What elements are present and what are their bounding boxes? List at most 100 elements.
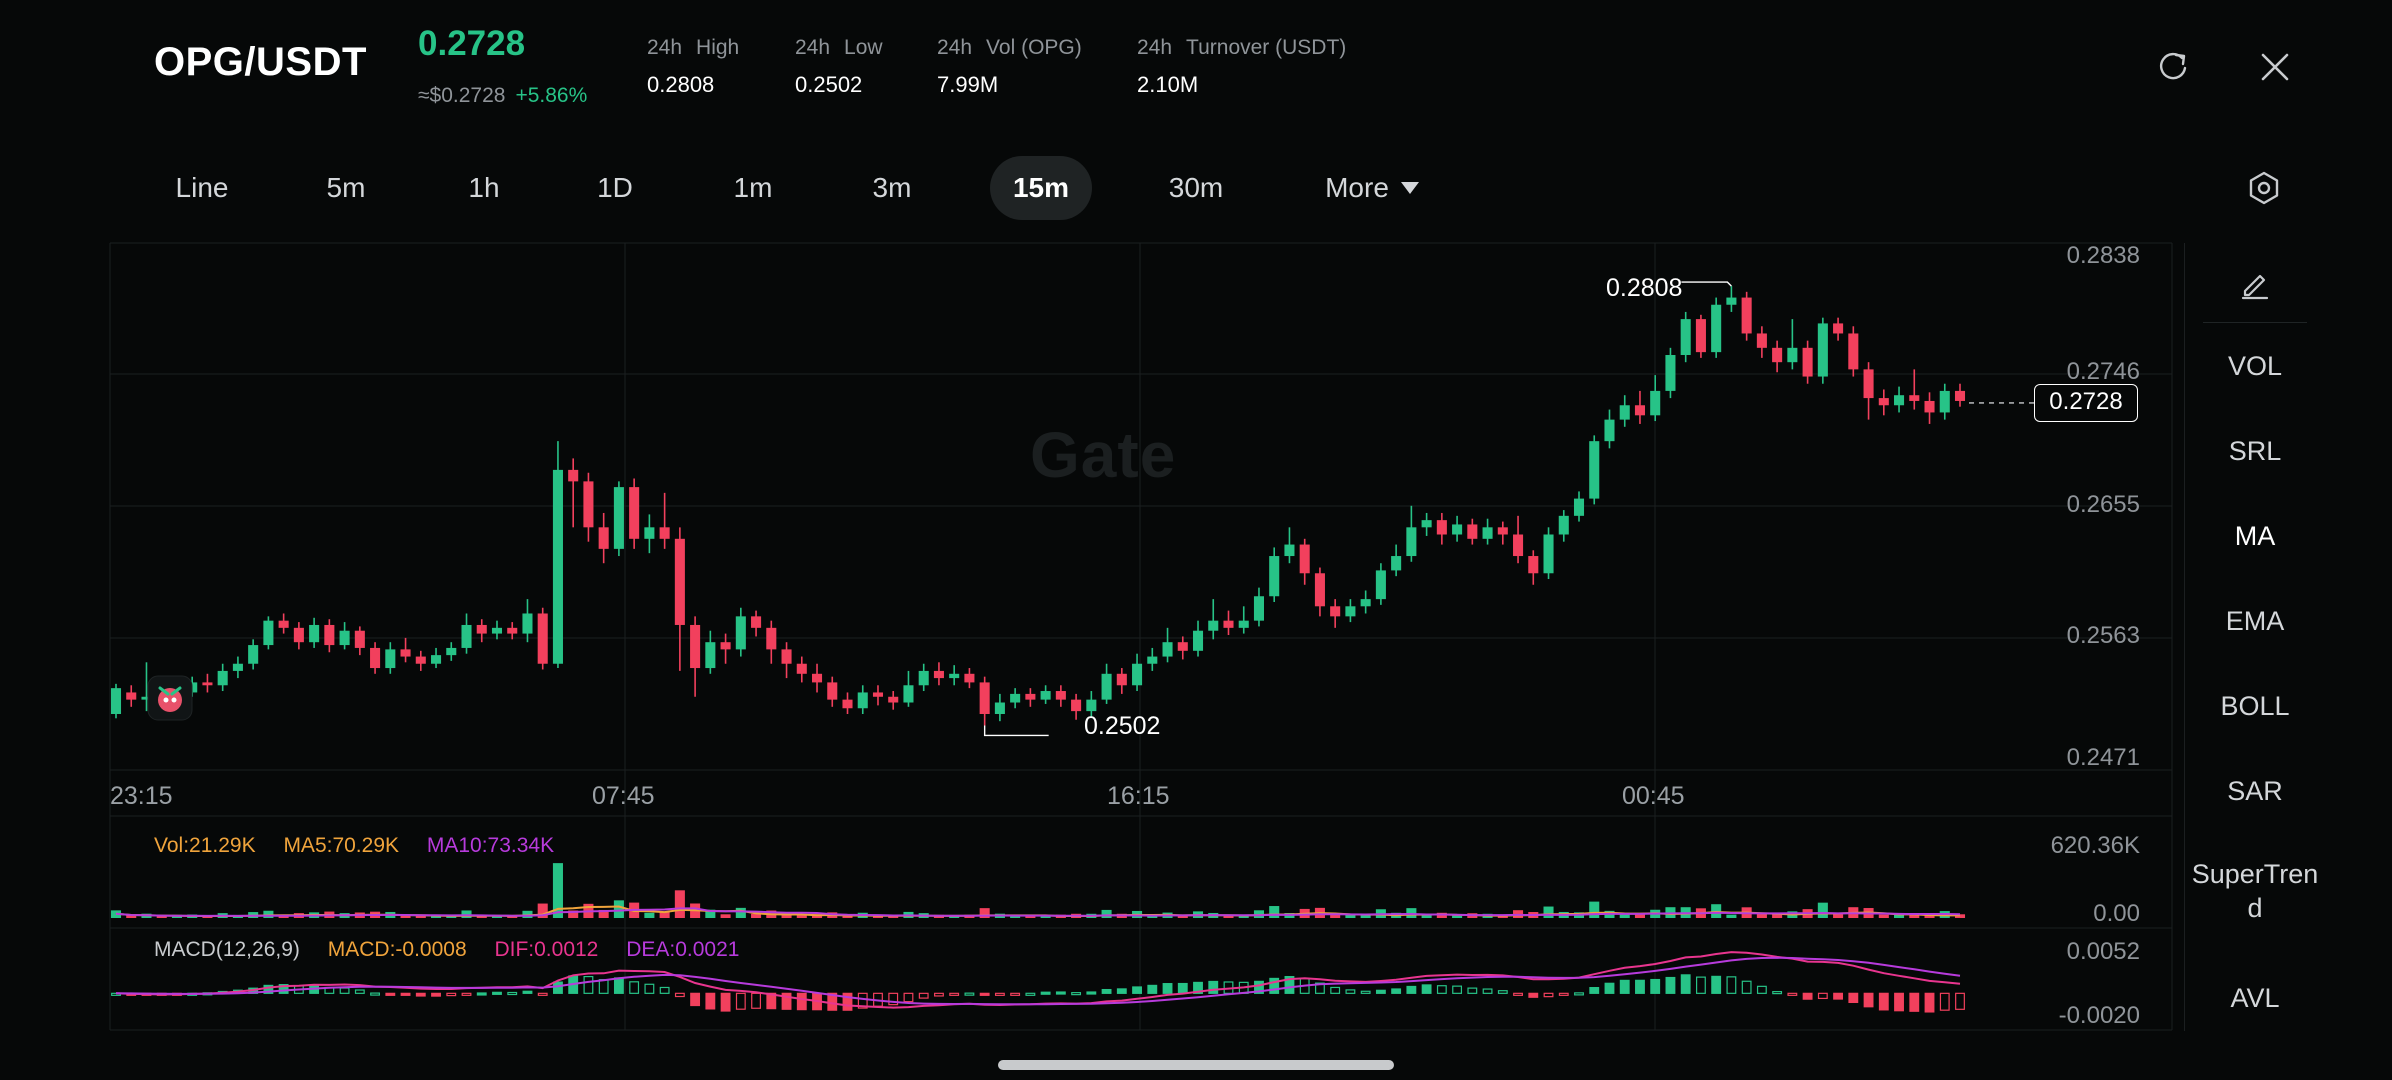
macd-bar <box>1345 989 1356 994</box>
tab-5m[interactable]: 5m <box>326 172 366 203</box>
indicator-srl[interactable]: SRL <box>2228 436 2282 466</box>
indicator-ema[interactable]: EMA <box>2225 606 2285 636</box>
tab-1m[interactable]: 1m <box>733 172 773 203</box>
candle-body <box>1314 573 1325 607</box>
volume-bar <box>1543 906 1554 918</box>
candle-body <box>370 647 381 669</box>
macd-dif: DIF:0.0012 <box>494 938 599 961</box>
pencil-icon[interactable] <box>2237 265 2273 301</box>
macd-bar <box>613 977 624 994</box>
candle-body <box>1147 656 1158 664</box>
settings-icon[interactable] <box>2244 168 2284 208</box>
volume-bar <box>1330 913 1341 918</box>
volume-bar <box>674 890 685 918</box>
candle-body <box>522 613 533 634</box>
volume-bar <box>979 908 990 918</box>
macd-bar <box>1619 979 1630 994</box>
candle-body <box>1116 673 1127 686</box>
candle-body <box>1604 419 1615 442</box>
candle-body <box>1497 527 1508 535</box>
candle-body <box>1284 544 1295 557</box>
indicator-sar[interactable]: SAR <box>2227 776 2283 806</box>
refresh-icon[interactable] <box>2154 48 2192 86</box>
macd-dea-line <box>115 956 1961 1006</box>
volume-bar <box>1772 912 1783 918</box>
candle-body <box>872 692 884 697</box>
vol-ma10-line <box>115 907 1961 917</box>
candle-body <box>1573 498 1585 516</box>
macd-legend: MACD(12,26,9) MACD:-0.0008 DIF:0.0012 DE… <box>154 938 739 962</box>
volume-bar <box>1223 914 1234 918</box>
last-price: 0.2728 <box>418 24 526 63</box>
macd-bar <box>522 990 533 994</box>
macd-bar <box>431 992 441 997</box>
indicator-ma[interactable]: MA <box>2234 521 2276 551</box>
close-icon[interactable] <box>2256 48 2294 86</box>
candle-body <box>1452 524 1463 535</box>
volume-bar <box>126 914 137 918</box>
candle-body <box>1909 395 1920 401</box>
candle-body <box>1223 620 1234 628</box>
stat-24h-vol: 24h Vol (OPG) 7.99M <box>937 36 1082 98</box>
volume-bar <box>1894 914 1905 918</box>
candle-body <box>659 527 670 539</box>
macd-bar <box>278 984 289 994</box>
tab-line[interactable]: Line <box>175 172 229 203</box>
stat-label-a: 24h <box>1137 36 1173 59</box>
mascot-icon[interactable] <box>146 674 194 722</box>
macd-bar <box>690 992 701 1007</box>
candle-body <box>1055 691 1066 700</box>
macd-bar <box>1116 988 1127 994</box>
tab-more[interactable]: More <box>1310 156 1434 220</box>
macd-bar <box>1741 980 1752 994</box>
macd-bar <box>994 992 1005 996</box>
high-label: 0.2808 <box>1606 274 1683 302</box>
candle-body <box>690 624 701 669</box>
macd-bar <box>842 992 853 1011</box>
home-indicator[interactable] <box>998 1060 1394 1070</box>
candle-body <box>766 627 777 650</box>
candle-body <box>781 649 792 664</box>
indicator-vol[interactable]: VOL <box>2227 351 2283 381</box>
tab-1h[interactable]: 1h <box>468 172 500 203</box>
candle-body <box>598 527 609 549</box>
candle-body <box>1299 544 1310 574</box>
macd-bar <box>354 989 365 994</box>
candle-body <box>1132 663 1143 686</box>
macd-axis-bottom: -0.0020 <box>2058 1002 2140 1029</box>
time-tick: 00:45 <box>1622 782 1685 810</box>
caret-down-icon <box>1400 181 1419 194</box>
macd-bar <box>1086 991 1097 995</box>
candle-body <box>1253 596 1265 621</box>
stat-value: 2.10M <box>1137 72 1199 97</box>
tab-30m[interactable]: 30m <box>1168 172 1224 203</box>
macd-bar <box>415 992 426 997</box>
candle-body <box>552 469 563 664</box>
candle-body <box>1375 570 1386 600</box>
indicator-lines <box>115 905 1961 1009</box>
candle-body <box>857 692 868 709</box>
indicator-supertrend[interactable]: SuperTrend <box>2191 859 2319 923</box>
macd-bar <box>553 981 563 994</box>
volume-bar <box>1101 909 1112 918</box>
tab-1d[interactable]: 1D <box>597 172 633 203</box>
tab-15m[interactable]: 15m <box>990 156 1092 220</box>
tab-3m[interactable]: 3m <box>872 172 912 203</box>
candle-body <box>1726 297 1737 305</box>
candle-body <box>933 670 944 679</box>
fiat-price-line: ≈$0.2728 +5.86% <box>418 84 587 108</box>
high-leader <box>1681 281 1732 287</box>
candle-body <box>415 656 426 664</box>
candle-body <box>918 670 929 686</box>
stat-label-a: 24h <box>937 36 973 59</box>
macd-bar <box>1101 988 1112 994</box>
candle-body <box>1833 323 1844 334</box>
indicator-boll[interactable]: BOLL <box>2220 691 2290 721</box>
macd-dea: DEA:0.0021 <box>626 938 740 961</box>
macd-bar <box>1040 991 1051 995</box>
indicator-avl[interactable]: AVL <box>2230 983 2280 1013</box>
macd-bar <box>1833 992 1844 1000</box>
vol-ma10: MA10:73.34K <box>426 834 555 857</box>
volume-bar <box>1756 912 1767 918</box>
